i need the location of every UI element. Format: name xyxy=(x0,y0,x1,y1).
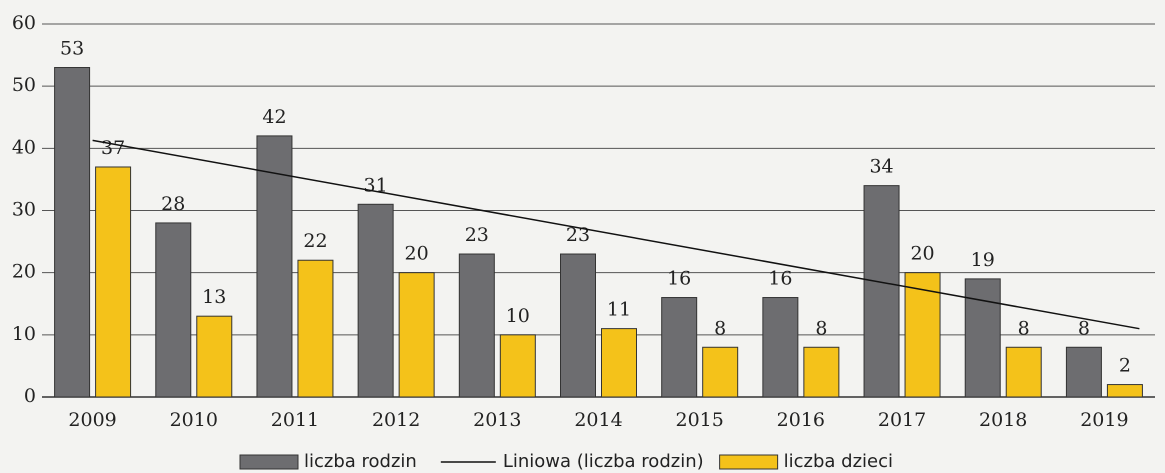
x-tick-label: 2019 xyxy=(1080,409,1128,431)
bar xyxy=(357,203,394,398)
x-tick-label: 2016 xyxy=(777,409,825,431)
x-tick-label: 2010 xyxy=(170,409,218,431)
x-tick-label: 2018 xyxy=(979,409,1027,431)
legend-label: Liniowa (liczba rodzin) xyxy=(503,451,704,472)
bar xyxy=(54,67,91,398)
data-label: 16 xyxy=(667,268,691,290)
trendline xyxy=(92,139,1140,330)
data-label: 11 xyxy=(607,299,631,321)
legend-swatch xyxy=(719,454,779,470)
data-label: 19 xyxy=(971,249,995,271)
data-label: 8 xyxy=(1018,317,1030,339)
data-label: 20 xyxy=(405,243,429,265)
y-tick-label: 50 xyxy=(12,74,36,96)
x-tick-label: 2015 xyxy=(676,409,724,431)
x-tick-label: 2012 xyxy=(372,409,420,431)
bar xyxy=(964,278,1001,398)
data-label: 2 xyxy=(1119,355,1131,377)
x-tick-label: 2011 xyxy=(271,409,319,431)
data-label: 37 xyxy=(101,137,125,159)
bar xyxy=(1065,346,1102,398)
bar xyxy=(601,328,637,398)
x-tick-label: 2009 xyxy=(68,409,116,431)
data-label: 13 xyxy=(202,286,226,308)
x-tick-label: 2013 xyxy=(473,409,521,431)
x-tick-label: 2014 xyxy=(574,409,622,431)
data-label: 34 xyxy=(869,156,893,178)
legend-swatch xyxy=(239,454,299,470)
data-label: 8 xyxy=(714,317,726,339)
bar xyxy=(762,297,799,398)
data-label: 20 xyxy=(910,243,934,265)
data-label: 53 xyxy=(60,38,84,60)
data-label: 8 xyxy=(1078,317,1090,339)
bar xyxy=(904,272,941,398)
data-label: 16 xyxy=(768,268,792,290)
y-tick-label: 20 xyxy=(12,261,36,283)
bar xyxy=(702,346,739,398)
legend-label: liczba rodzin xyxy=(304,451,417,472)
bar xyxy=(863,185,900,398)
bar xyxy=(1005,346,1042,398)
y-tick-label: 0 xyxy=(24,385,36,407)
bar xyxy=(1106,384,1143,398)
bar xyxy=(458,253,495,398)
data-label: 22 xyxy=(303,230,327,252)
data-label: 8 xyxy=(815,317,827,339)
y-tick-label: 10 xyxy=(12,323,36,345)
bar xyxy=(297,259,334,398)
x-tick-label: 2017 xyxy=(878,409,926,431)
bar xyxy=(196,315,233,398)
bar xyxy=(661,297,698,398)
bar xyxy=(560,253,596,398)
bar xyxy=(155,222,192,398)
y-tick-label: 60 xyxy=(12,12,36,34)
bar xyxy=(256,135,293,398)
bar xyxy=(95,166,132,398)
data-label: 28 xyxy=(161,193,185,215)
data-label: 10 xyxy=(506,305,530,327)
bar xyxy=(499,334,536,398)
y-tick-label: 30 xyxy=(12,199,36,221)
data-label: 23 xyxy=(465,224,489,246)
y-tick-label: 40 xyxy=(12,136,36,158)
bar xyxy=(398,272,435,398)
legend-label: liczba dzieci xyxy=(784,451,893,472)
bar xyxy=(803,346,840,398)
data-label: 42 xyxy=(262,106,286,128)
